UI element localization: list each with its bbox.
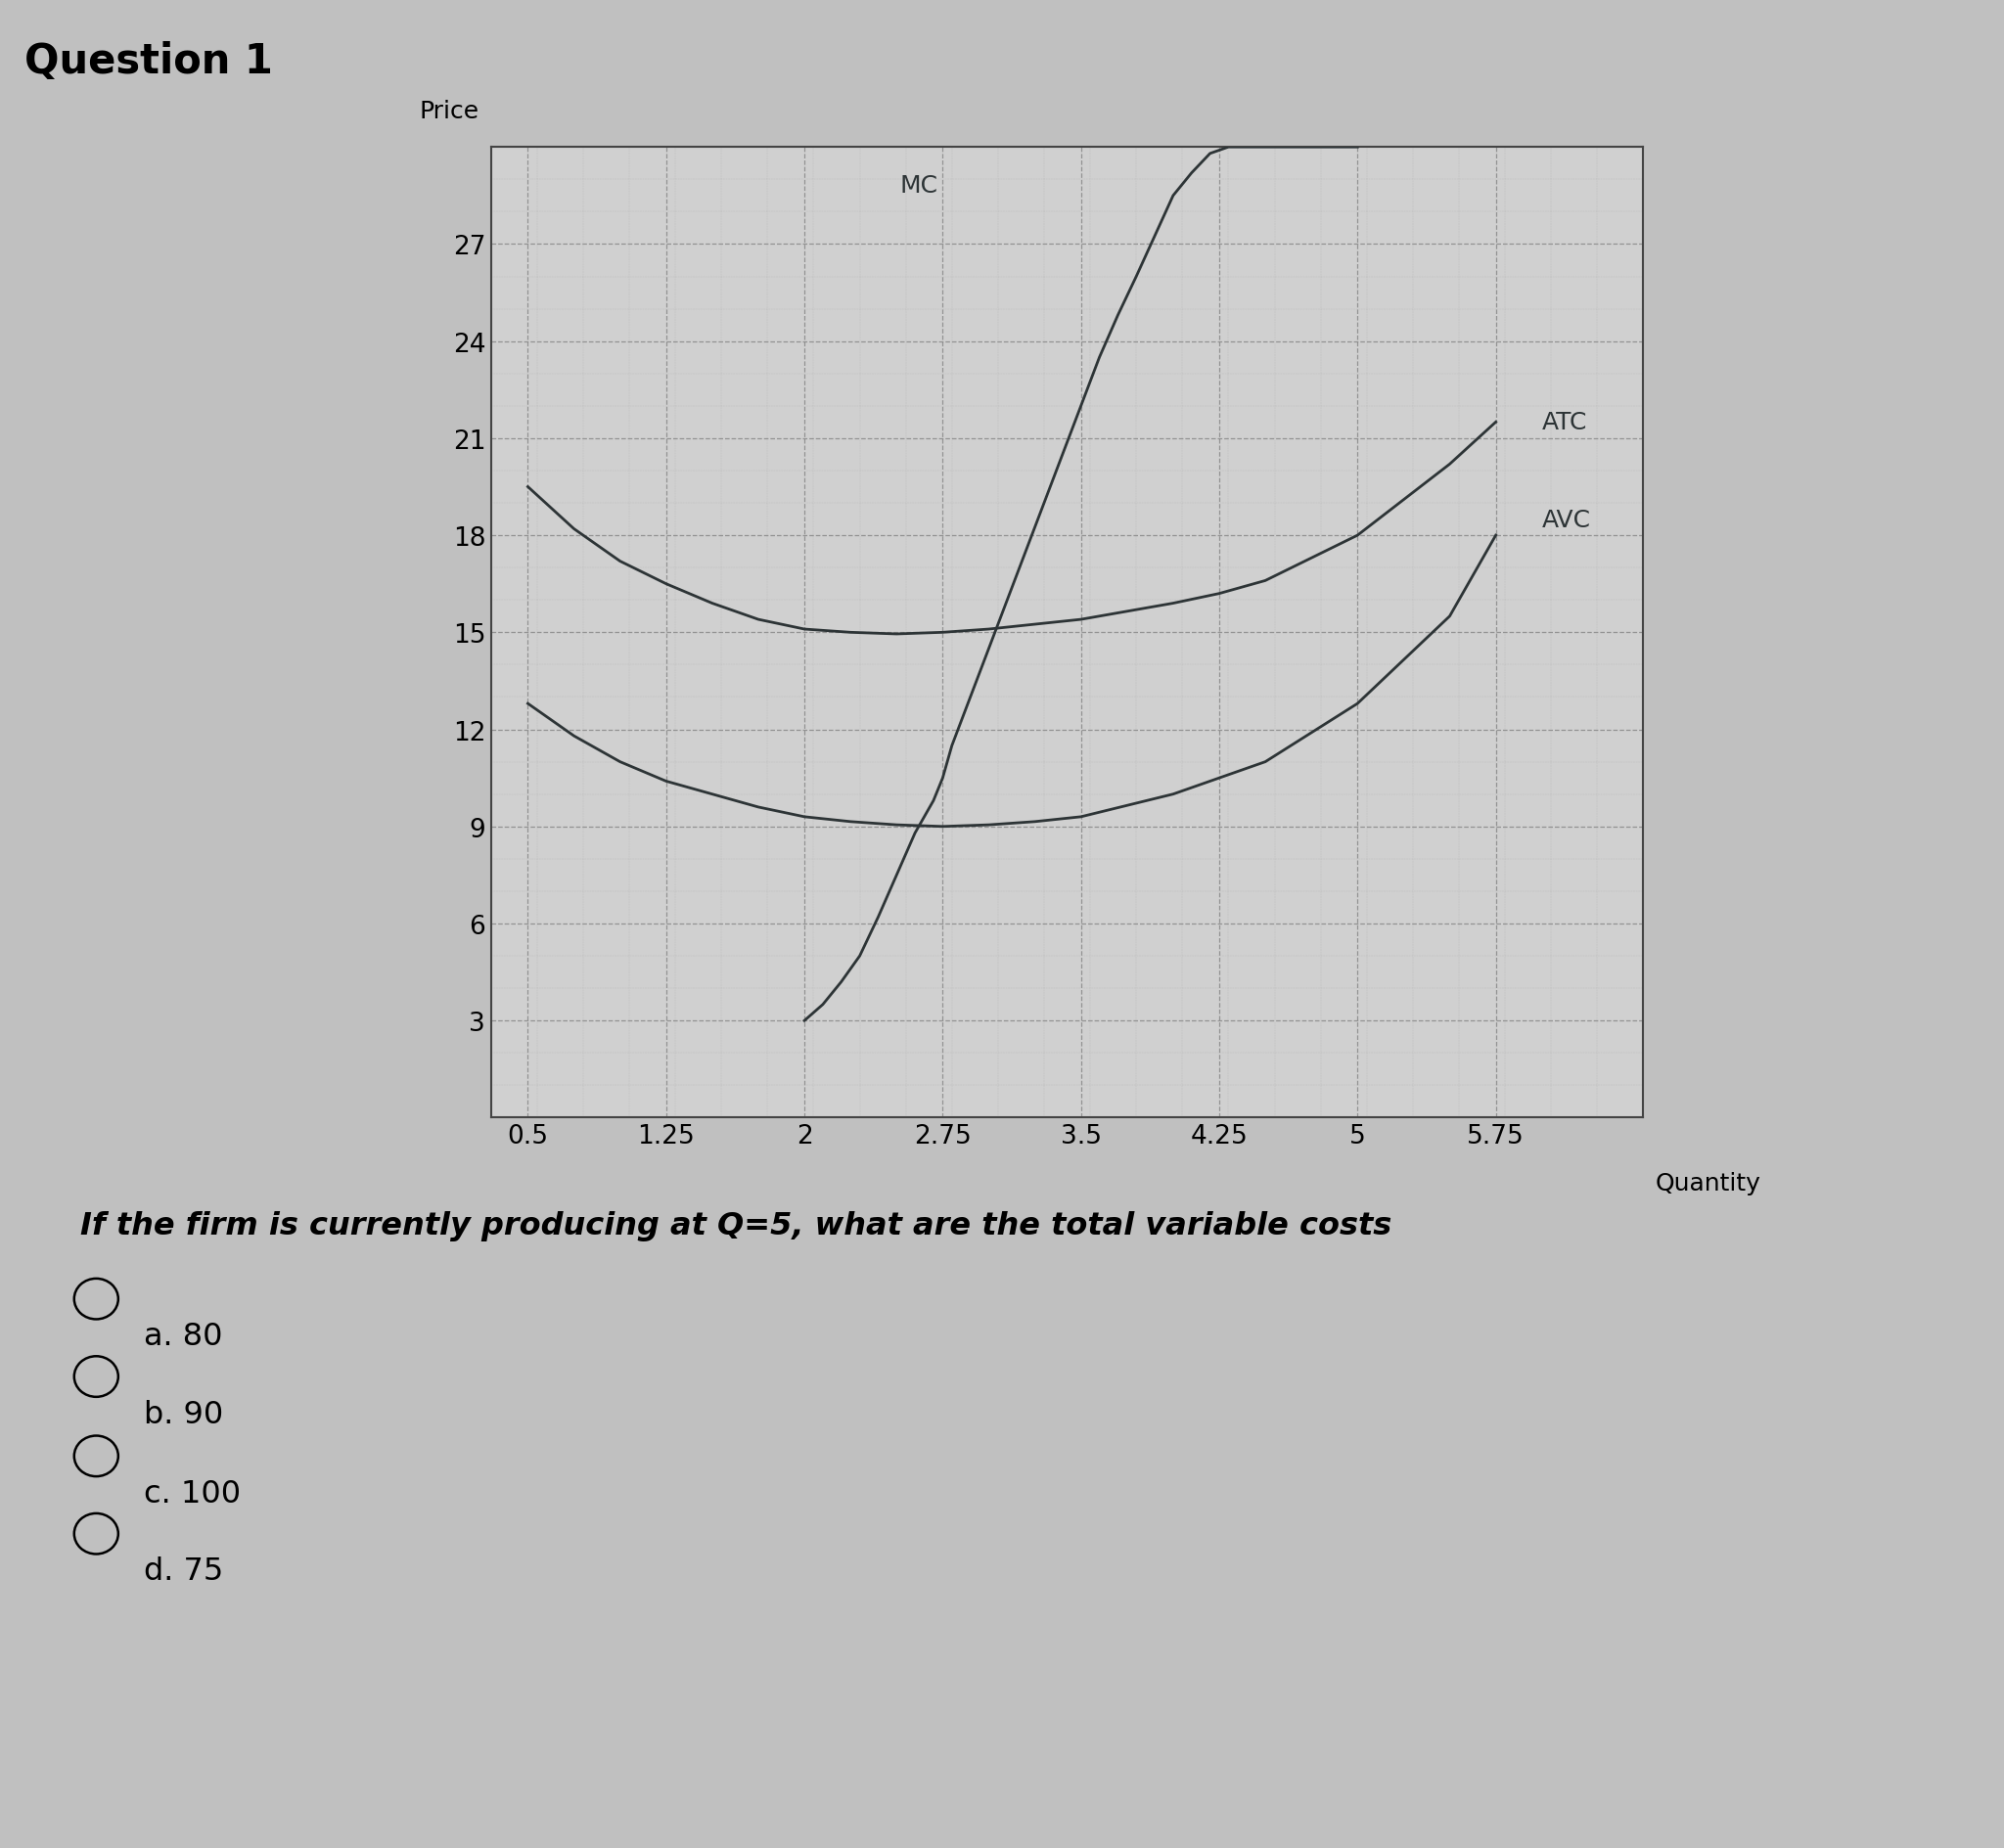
Text: AVC: AVC — [1541, 508, 1591, 532]
Text: Price: Price — [419, 100, 479, 124]
Text: d. 75: d. 75 — [144, 1556, 224, 1586]
Text: Quantity: Quantity — [1655, 1172, 1760, 1196]
Text: MC: MC — [900, 174, 938, 198]
Text: ATC: ATC — [1541, 410, 1587, 434]
Text: b. 90: b. 90 — [144, 1399, 224, 1429]
Text: c. 100: c. 100 — [144, 1478, 240, 1508]
Text: Question 1: Question 1 — [24, 41, 273, 81]
Text: If the firm is currently producing at Q=5, what are the total variable costs: If the firm is currently producing at Q=… — [80, 1210, 1391, 1240]
Text: a. 80: a. 80 — [144, 1321, 222, 1351]
